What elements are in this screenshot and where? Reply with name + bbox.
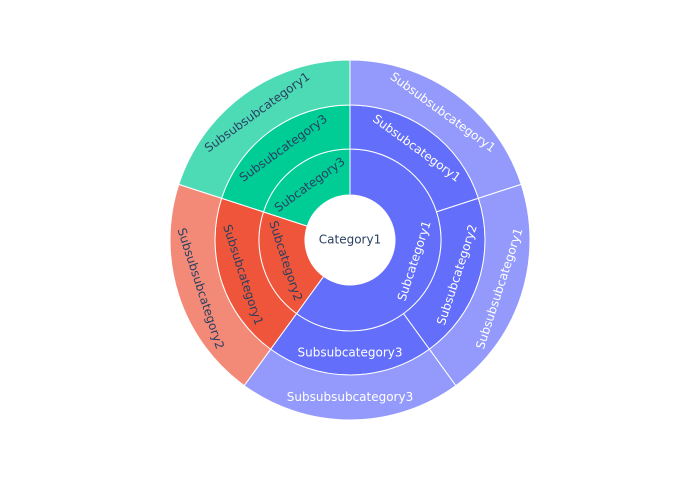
segment-label-subsubcategory3: Subsubcategory3 — [298, 346, 403, 360]
segment-label-category1: Category1 — [319, 233, 381, 247]
segment-label-subsubsubcategory3: Subsubsubcategory3 — [287, 390, 413, 404]
segment-subsubsubcategory1-level3[interactable] — [178, 59, 351, 199]
sunburst-segments — [169, 59, 531, 421]
segment-subsubsubcategory3-level3[interactable] — [243, 348, 457, 421]
segment-subsubsubcategory2-level3[interactable] — [169, 183, 272, 387]
segment-subsubsubcategory1-level3[interactable] — [428, 183, 531, 387]
